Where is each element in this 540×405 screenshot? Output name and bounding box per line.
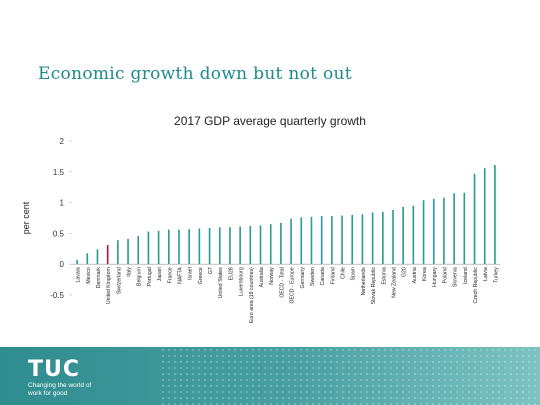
category-label: G7 (208, 267, 214, 274)
bar (290, 218, 292, 265)
bar (188, 229, 191, 265)
bar (249, 226, 252, 265)
bar (86, 253, 89, 265)
category-label: OECD - Total (279, 267, 285, 297)
bar (198, 228, 201, 265)
bar (127, 238, 129, 265)
bar (412, 205, 415, 265)
category-label: Sweden (310, 267, 316, 286)
category-label: Israel (188, 267, 194, 280)
category-label: Korea (422, 267, 428, 281)
bar (76, 259, 78, 265)
y-tick-label: 1.5 (53, 168, 65, 177)
chart-title: 2017 GDP average quarterly growth (174, 114, 366, 128)
category-label: Estonia (381, 267, 387, 284)
bar (381, 211, 384, 265)
bar (402, 206, 405, 265)
category-label: Poland (442, 267, 448, 283)
category-label: Canada (320, 267, 326, 285)
category-label: Luxembourg (239, 267, 245, 296)
category-label: New Zealand (392, 267, 398, 298)
category-label: Hungary (432, 267, 438, 287)
category-label: Lavaia (76, 267, 82, 282)
bar (494, 165, 496, 265)
bar (137, 235, 140, 265)
bar (432, 198, 435, 265)
bar (351, 214, 354, 265)
category-label: United States (218, 267, 224, 299)
category-label: Switzerland (116, 267, 122, 294)
bar (208, 227, 211, 265)
category-label: Norway (269, 267, 275, 285)
footer-dot-pattern (160, 347, 540, 405)
category-label: Austria (412, 267, 418, 283)
category-label: Spain (351, 267, 357, 280)
bar (422, 200, 425, 265)
bar (320, 216, 323, 265)
category-label: Finland (330, 267, 336, 284)
category-label: Germany (300, 267, 306, 289)
bar (331, 216, 333, 265)
y-tick-label: 1 (60, 199, 65, 208)
y-tick-label: 2 (60, 137, 65, 146)
bar (371, 212, 374, 265)
bar (178, 229, 180, 265)
category-label: Netherlands (361, 267, 367, 295)
bar (483, 168, 486, 265)
category-label: Japan (157, 267, 163, 281)
category-label: Iceland (463, 267, 469, 284)
bar (361, 214, 364, 265)
bar (96, 249, 99, 265)
bar (259, 225, 262, 265)
bar (473, 173, 476, 265)
bar (117, 240, 119, 265)
y-tick-label: 0 (60, 260, 65, 269)
category-label: Slovak Republic (371, 267, 377, 305)
bar (443, 197, 445, 265)
bar (147, 231, 150, 265)
bar (392, 209, 394, 265)
category-label: Italy (127, 267, 133, 277)
category-label: Euro area (19 countries) (249, 267, 255, 323)
bar (453, 193, 455, 265)
bar (310, 216, 313, 265)
category-label: Belgium (137, 267, 143, 286)
tuc-logo: TUC (28, 357, 81, 382)
category-label: Denmark (96, 267, 102, 288)
bar (463, 192, 466, 265)
bar-chart: -0.5 0 0.5 1 1.5 2 Lavaia Mexico Denmark United K… (50, 137, 500, 323)
bar (106, 245, 109, 265)
category-label: Turkey (493, 267, 499, 283)
y-tick-label: 0.5 (53, 229, 65, 238)
bar (239, 226, 241, 265)
category-label: France (167, 267, 173, 283)
category-label: NAFTA (178, 267, 184, 284)
slide-title: Economic growth down but not out (38, 64, 352, 84)
category-label: EU28 (228, 267, 234, 280)
category-label: Czech Republic (473, 267, 479, 304)
category-label: United Kingdom (106, 267, 112, 304)
bar (269, 224, 272, 265)
category-label: G20 (402, 267, 408, 277)
bar (341, 215, 343, 265)
category-label: Portugal (147, 267, 153, 286)
category-label: Slovenia (453, 267, 459, 287)
y-tick-label: -0.5 (50, 291, 64, 300)
category-label: Australia (259, 267, 265, 287)
bar (218, 227, 221, 265)
bar (229, 227, 231, 265)
bar (157, 230, 160, 265)
bar (167, 229, 170, 265)
category-label: Chile (341, 267, 347, 279)
footer-band: TUC Changing the world of work for good (0, 347, 540, 405)
bar (300, 217, 303, 265)
category-label: Mexico (86, 267, 92, 284)
category-label: Greece (198, 267, 204, 284)
logo-tagline: Changing the world of work for good (28, 382, 92, 397)
bar (280, 222, 282, 265)
category-label: OECD - Europe (290, 267, 296, 303)
category-label: Latvia (483, 267, 489, 281)
